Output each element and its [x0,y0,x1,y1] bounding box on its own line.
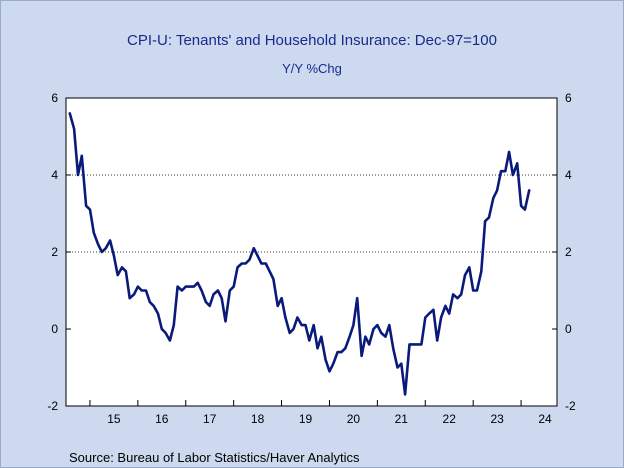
series-layer [68,112,531,396]
chart-title: CPI-U: Tenants' and Household Insurance:… [127,32,497,49]
x-axis-ticks: 15 16 17 18 19 20 21 22 23 24 [89,400,552,426]
x-tick-label: 23 [490,412,504,426]
x-tick-label: 16 [155,412,169,426]
series-line [68,112,531,396]
y-tick-label: 6 [565,91,572,105]
gridlines [66,174,557,253]
y-tick-label: 0 [51,322,58,336]
y-tick-label: 6 [51,91,58,105]
y-tick-label: 2 [565,245,572,259]
y-tick-label: 4 [51,168,58,182]
y-tick-label: 0 [565,322,572,336]
source-note: Source: Bureau of Labor Statistics/Haver… [69,450,360,465]
y-tick-label: -2 [47,399,58,413]
y-tick-label: -2 [565,399,576,413]
y-tick-label: 2 [51,245,58,259]
x-tick-label: 24 [538,412,552,426]
x-tick-label: 19 [299,412,313,426]
x-tick-label: 15 [107,412,121,426]
x-tick-label: 17 [203,412,217,426]
x-tick-label: 21 [395,412,409,426]
y-axis-right-ticks: -2 0 2 4 6 [552,91,576,413]
x-tick-label: 22 [443,412,457,426]
y-tick-label: 4 [565,168,572,182]
y-axis-left-ticks: -2 0 2 4 6 [47,91,71,413]
x-tick-label: 20 [347,412,361,426]
chart-subtitle: Y/Y %Chg [282,61,342,76]
x-tick-label: 18 [251,412,265,426]
